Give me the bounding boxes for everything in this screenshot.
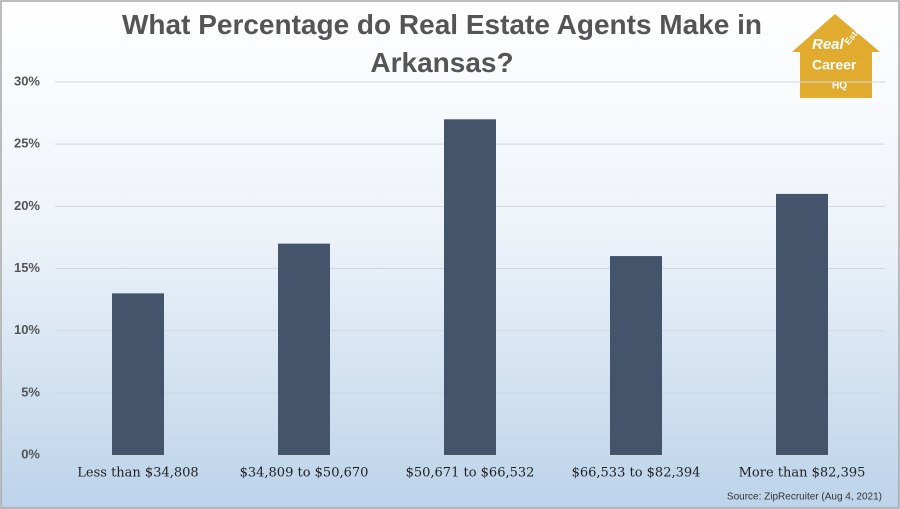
bar (776, 193, 828, 455)
logo-text: Career (812, 57, 857, 73)
bar (112, 293, 164, 455)
y-tick-label: 30% (14, 73, 40, 88)
bar (610, 256, 662, 455)
y-tick-label: 15% (14, 260, 40, 275)
logo-house (792, 14, 880, 98)
y-tick-label: 0% (21, 446, 40, 461)
x-tick-label: Less than $34,808 (77, 466, 198, 481)
x-tick-label: $34,809 to $50,670 (240, 466, 369, 481)
bar (278, 243, 330, 455)
x-tick-label: More than $82,395 (739, 466, 866, 481)
logo-text: HQ (832, 81, 847, 92)
x-tick-label: $50,671 to $66,532 (406, 466, 535, 481)
y-tick-label: 5% (21, 384, 40, 399)
source: Source: ZipRecruiter (Aug 4, 2021) (727, 492, 882, 503)
chart-title: What Percentage do Real Estate Agents Ma… (121, 9, 763, 78)
y-tick-label: 10% (14, 322, 40, 337)
bar (444, 119, 496, 456)
y-tick-label: 20% (14, 198, 40, 213)
x-tick-label: $66,533 to $82,394 (572, 466, 701, 481)
logo-text: Real (812, 36, 845, 53)
y-tick-label: 25% (14, 136, 40, 151)
